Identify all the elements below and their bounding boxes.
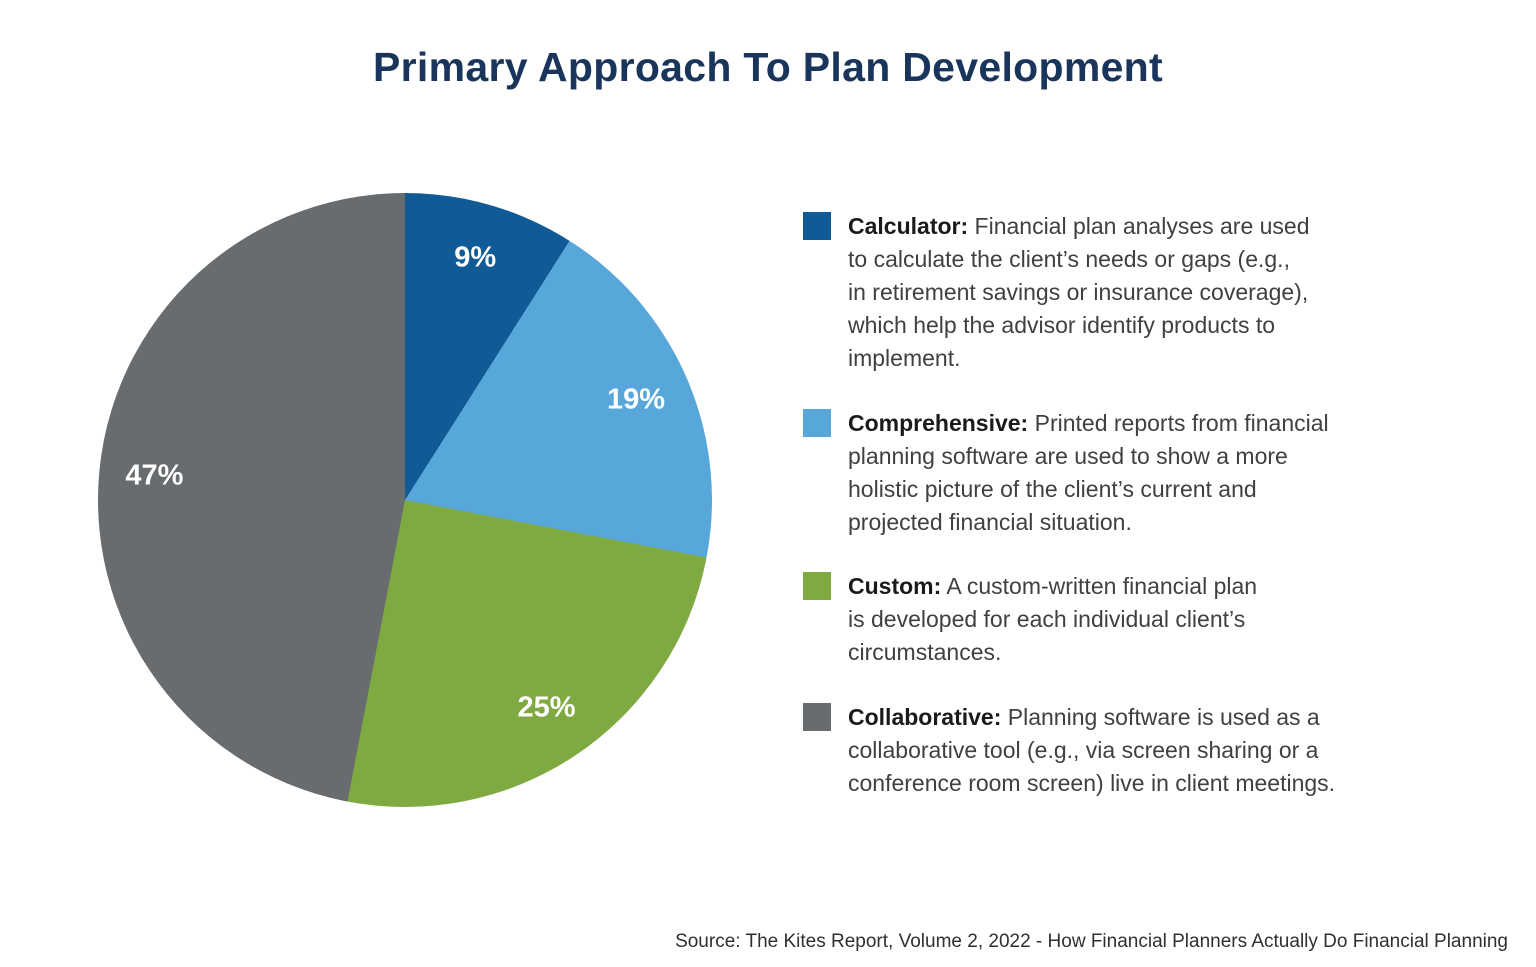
comprehensive-swatch — [803, 409, 831, 437]
legend-description: Financial plan analyses are used to calc… — [848, 213, 1310, 371]
source-note: Source: The Kites Report, Volume 2, 2022… — [675, 931, 1508, 952]
pie-chart: 9% 19% 25% 47% — [98, 193, 712, 807]
pie-slice-label: 19% — [607, 383, 666, 416]
calculator-swatch — [803, 212, 831, 240]
legend-term: Custom: — [848, 573, 942, 599]
legend-text-calculator: Calculator: Financial plan analyses are … — [848, 210, 1448, 375]
legend-item-custom: Custom: A custom-written financial plan … — [800, 570, 1460, 669]
legend-term: Collaborative: — [848, 704, 1002, 730]
legend-term: Comprehensive: — [848, 410, 1029, 436]
pie-slice-label: 47% — [125, 459, 184, 492]
custom-swatch — [803, 572, 831, 600]
legend-text-collaborative: Collaborative: Planning software is used… — [848, 701, 1448, 800]
legend-item-collaborative: Collaborative: Planning software is used… — [800, 701, 1460, 800]
legend-item-calculator: Calculator: Financial plan analyses are … — [800, 210, 1460, 375]
page-title: Primary Approach To Plan Development — [373, 44, 1163, 90]
legend-text-custom: Custom: A custom-written financial plan … — [848, 570, 1448, 669]
legend-term: Calculator: — [848, 213, 969, 239]
legend-description: Planning software is used as a collabora… — [848, 704, 1336, 796]
pie-slice-label: 9% — [454, 241, 497, 274]
pie-slice-label: 25% — [517, 691, 576, 724]
legend-item-comprehensive: Comprehensive: Printed reports from fina… — [800, 407, 1460, 539]
collaborative-swatch — [803, 703, 831, 731]
legend-text-comprehensive: Comprehensive: Printed reports from fina… — [848, 407, 1448, 539]
legend-description: A custom-written financial plan is devel… — [848, 573, 1258, 665]
legend-description: Printed reports from financial planning … — [848, 410, 1329, 535]
